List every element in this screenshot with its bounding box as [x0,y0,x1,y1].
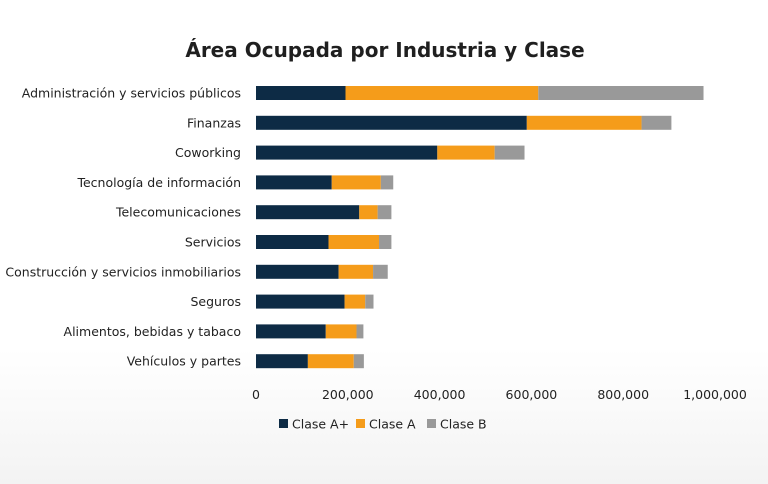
category-label: Servicios [185,235,241,250]
category-label: Alimentos, bebidas y tabaco [64,324,241,339]
x-tick-label: 800,000 [597,387,649,402]
bar-segment-clase-a-7 [256,294,345,309]
bar-segment-clase-b-0 [538,86,704,100]
bar-segment-clase-a-3 [256,175,332,190]
legend-swatch-0 [279,419,288,428]
x-axis-ticks: 0 200,000 400,000 600,000 800,000 1,000,000 [252,387,747,402]
bar-segment-clase-a-8 [325,324,357,339]
bar-segment-clase-b-2 [494,145,525,160]
bar-segment-clase-a-6 [338,264,374,279]
bar-segment-clase-a-3 [331,175,381,190]
bar-segment-clase-a-4 [359,205,378,220]
legend-swatch-1 [356,419,365,428]
bar-segment-clase-a-5 [328,235,380,249]
bar-segment-clase-a-0 [345,86,539,100]
bar-segment-clase-b-9 [353,354,364,369]
bar-segment-clase-a-0 [256,86,346,100]
legend-label: Clase A [369,417,416,432]
category-label: Vehículos y partes [127,354,241,369]
category-labels: Administración y servicios públicos Finan… [5,86,241,369]
category-label: Finanzas [187,115,241,130]
legend-swatch-2 [427,419,436,428]
category-label: Telecomunicaciones [115,205,241,220]
category-label: Tecnología de información [76,175,241,190]
legend-label: Clase A+ [292,417,349,432]
bar-segment-clase-b-6 [373,264,388,279]
bar-segment-clase-b-3 [380,175,394,190]
category-label: Seguros [190,294,241,309]
bar-segment-clase-b-5 [379,235,392,249]
legend: Clase A+ Clase A Clase B [279,417,487,432]
bar-segment-clase-a-8 [256,324,326,339]
category-label: Coworking [175,145,241,160]
bar-segment-clase-b-8 [356,324,364,339]
x-tick-label: 1,000,000 [683,387,747,402]
x-tick-label: 600,000 [506,387,558,402]
bar-segment-clase-b-4 [377,205,392,220]
bar-segment-clase-a-2 [437,145,495,160]
category-label: Construcción y servicios inmobiliarios [5,264,241,279]
bar-segment-clase-b-1 [641,115,672,130]
category-label: Administración y servicios públicos [22,86,241,101]
bar-segment-clase-b-7 [365,294,374,309]
bar-segment-clase-a-4 [256,205,360,220]
chart-title: Área Ocupada por Industria y Clase [185,38,584,62]
bar-segment-clase-a-5 [256,235,329,249]
bar-segment-clase-a-9 [307,354,354,369]
x-tick-label: 0 [252,387,260,402]
bar-segment-clase-a-6 [256,264,339,279]
bars [256,86,704,369]
bar-segment-clase-a-2 [256,145,438,160]
legend-label: Clase B [440,417,487,432]
bar-segment-clase-a-9 [256,354,308,369]
bar-segment-clase-a-1 [256,115,527,130]
x-tick-label: 200,000 [322,387,374,402]
x-tick-label: 400,000 [414,387,466,402]
bar-segment-clase-a-1 [526,115,642,130]
bar-segment-clase-a-7 [344,294,366,309]
